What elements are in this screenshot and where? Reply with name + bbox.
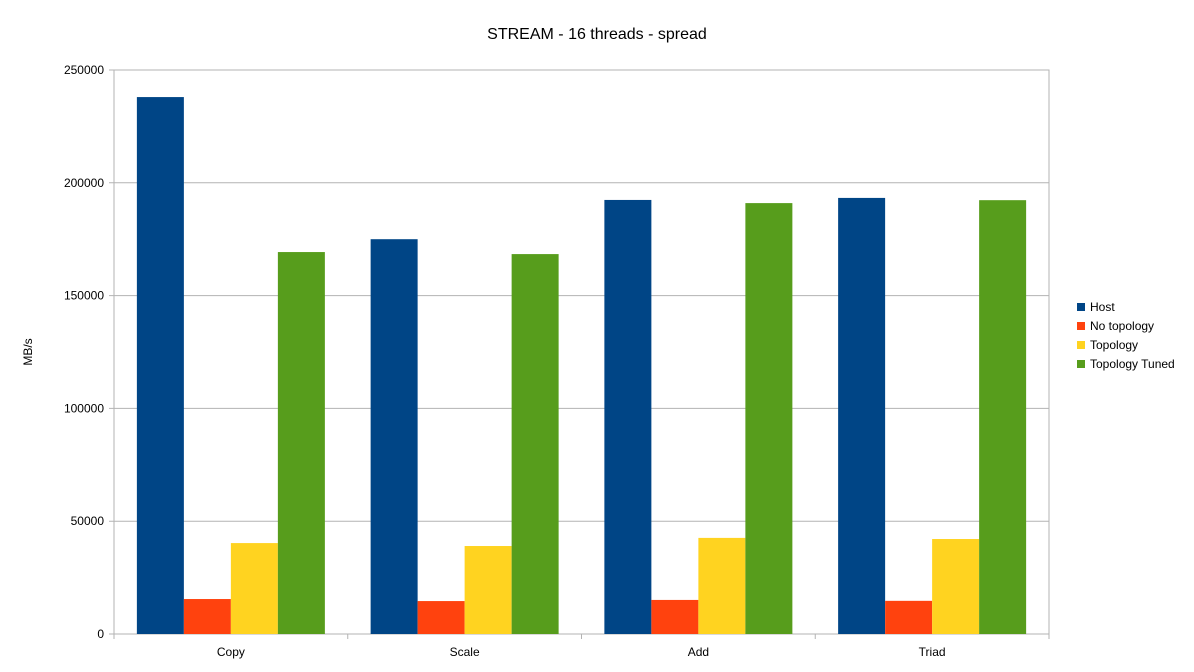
- bar-no-topology: [183, 599, 231, 634]
- legend-swatch: [1077, 360, 1085, 368]
- legend-label: Host: [1090, 300, 1115, 314]
- bar-topology: [698, 537, 746, 634]
- bar-host: [604, 199, 652, 634]
- y-tick-label: 250000: [64, 63, 104, 77]
- chart-title: STREAM - 16 threads - spread: [487, 26, 707, 43]
- x-tick-label: Scale: [450, 645, 480, 659]
- x-tick-label: Copy: [217, 645, 245, 659]
- y-tick-label: 200000: [64, 176, 104, 190]
- bar-topology: [464, 546, 512, 634]
- bar-no-topology: [651, 599, 699, 634]
- bar-topology-tuned: [979, 200, 1027, 634]
- legend-swatch: [1077, 322, 1085, 330]
- y-tick-label: 0: [97, 627, 104, 641]
- bar-no-topology: [885, 600, 933, 634]
- legend-swatch: [1077, 303, 1085, 311]
- legend-label: Topology Tuned: [1090, 357, 1175, 371]
- bar-host: [370, 239, 418, 634]
- bar-topology-tuned: [511, 254, 559, 634]
- x-tick-label: Add: [688, 645, 709, 659]
- y-tick-label: 50000: [71, 514, 105, 528]
- bar-topology-tuned: [745, 203, 793, 634]
- legend-swatch: [1077, 341, 1085, 349]
- bar-host: [838, 197, 886, 634]
- bar-topology: [230, 543, 278, 634]
- y-axis-label: MB/s: [21, 338, 35, 365]
- bar-no-topology: [417, 601, 465, 634]
- bar-topology-tuned: [277, 252, 325, 634]
- legend-label: No topology: [1090, 319, 1154, 333]
- bar-host: [136, 97, 184, 634]
- y-tick-label: 100000: [64, 401, 104, 415]
- x-tick-label: Triad: [919, 645, 946, 659]
- bar-topology: [932, 539, 980, 634]
- y-tick-label: 150000: [64, 289, 104, 303]
- legend-label: Topology: [1090, 338, 1138, 352]
